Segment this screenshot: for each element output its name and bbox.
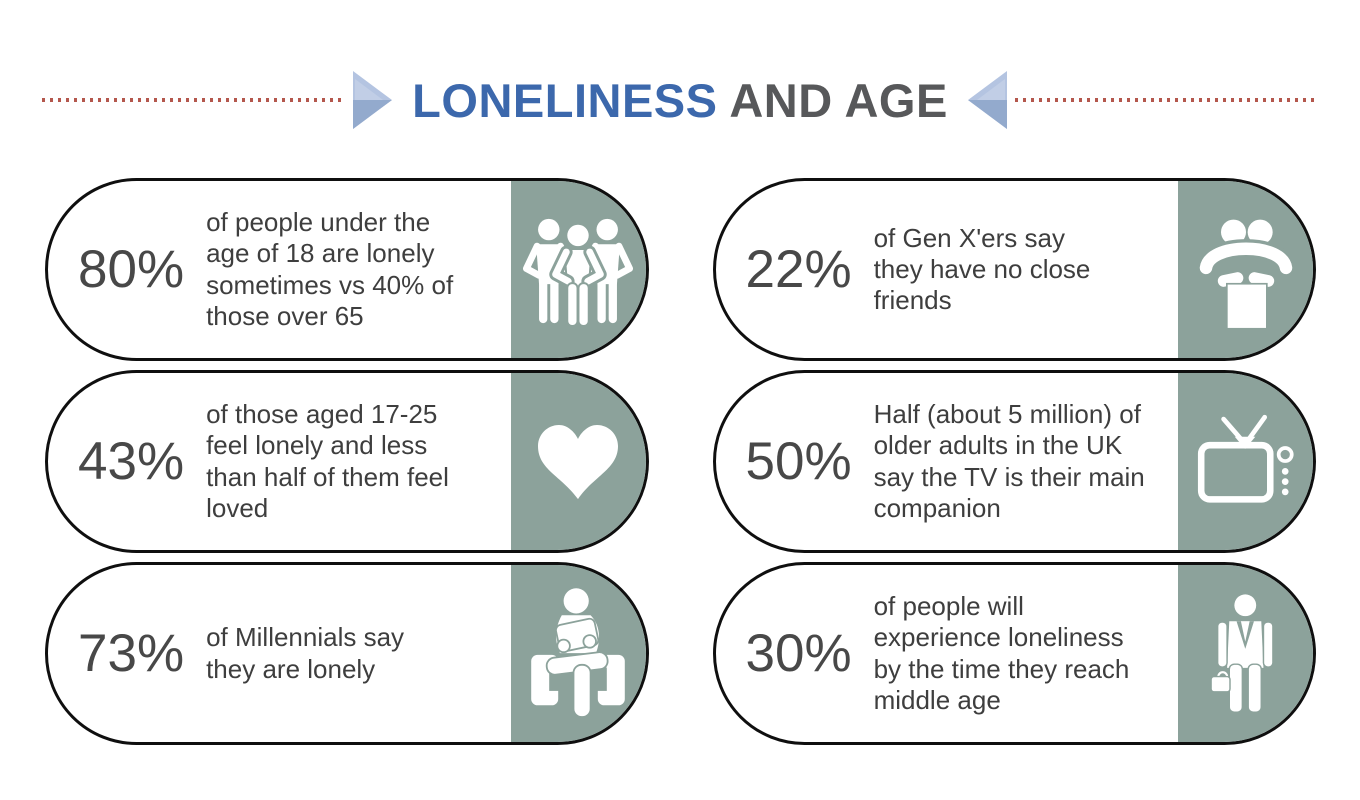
- stat-percentage: 22%: [745, 240, 852, 299]
- stat-percentage: 80%: [78, 240, 185, 299]
- friends-hug-icon: [1195, 217, 1296, 330]
- tv-icon: [1197, 414, 1294, 503]
- arrow-right-icon: [353, 71, 393, 129]
- person-reading-icon: [531, 586, 625, 718]
- stat-description: of those aged 17-25 feel lonely and less…: [206, 399, 449, 523]
- businessman-icon: [1209, 593, 1274, 713]
- page-title: LONELINESS AND AGE: [412, 73, 948, 128]
- stat-card-aged-17-25: 43% of those aged 17-25 feel lonely and …: [45, 370, 649, 553]
- icon-panel: [510, 181, 646, 358]
- stat-description: of people will experience loneliness by …: [873, 591, 1130, 715]
- dotted-line-left: [42, 98, 346, 102]
- icon-panel: [1178, 565, 1313, 742]
- icon-panel: [1178, 181, 1313, 358]
- stat-description: Half (about 5 million) of older adults i…: [873, 399, 1145, 523]
- heart-icon: [538, 424, 618, 499]
- stat-description: of Millennials say they are lonely: [206, 622, 405, 684]
- icon-panel: [510, 565, 646, 742]
- icon-panel: [510, 373, 646, 550]
- stat-card-middle-age: 30% of people will experience loneliness…: [712, 562, 1316, 745]
- arrow-left-icon: [967, 71, 1007, 129]
- stat-description: of people under the age of 18 are lonely…: [206, 207, 454, 331]
- title-part-2: AND AGE: [729, 73, 948, 127]
- stat-cards-grid: 80% of people under the age of 18 are lo…: [45, 178, 1316, 745]
- people-group-icon: [522, 218, 634, 326]
- stat-card-gen-x: 22% of Gen X'ers say they have no close …: [712, 178, 1316, 361]
- stat-percentage: 50%: [745, 432, 852, 491]
- stat-card-under-18: 80% of people under the age of 18 are lo…: [45, 178, 649, 361]
- stat-description: of Gen X'ers say they have no close frie…: [873, 222, 1091, 316]
- icon-panel: [1178, 373, 1313, 550]
- stat-percentage: 43%: [78, 432, 185, 491]
- stat-percentage: 73%: [78, 624, 185, 683]
- stat-card-older-adults: 50% Half (about 5 million) of older adul…: [712, 370, 1316, 553]
- dotted-line-right: [1014, 98, 1318, 102]
- title-part-1: LONELINESS: [412, 73, 718, 127]
- header: LONELINESS AND AGE: [42, 70, 1318, 130]
- stat-card-millennials: 73% of Millennials say they are lonely: [45, 562, 649, 745]
- stat-percentage: 30%: [745, 624, 852, 683]
